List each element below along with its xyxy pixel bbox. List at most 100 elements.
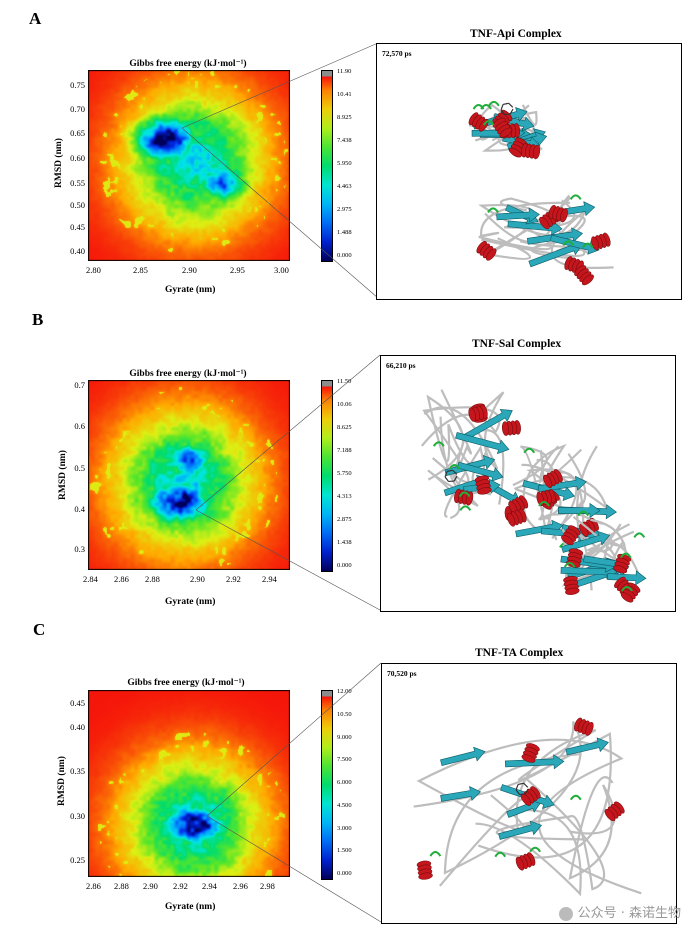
watermark-text: 公众号 · 森诺生物 <box>577 906 681 921</box>
panel-c: C Gibbs free energy (kJ·mol⁻¹) RMSD (nm)… <box>0 620 699 933</box>
colorbar-tick-label: 10.06 <box>337 401 352 408</box>
x-tick-label: 2.92 <box>173 881 188 891</box>
structure-title: TNF-Api Complex <box>470 28 562 40</box>
panel-a: A Gibbs free energy (kJ·mol⁻¹) RMSD (nm)… <box>0 0 699 310</box>
x-axis-label: Gyrate (nm) <box>165 902 216 912</box>
map-title: Gibbs free energy (kJ·mol⁻¹) <box>127 678 245 688</box>
map-title: Gibbs free energy (kJ·mol⁻¹) <box>129 59 247 69</box>
x-tick-label: 2.95 <box>230 265 245 275</box>
x-tick-label: 2.86 <box>86 881 101 891</box>
ligand-molecule <box>500 102 514 116</box>
protein-ribbons <box>468 100 614 286</box>
snapshot-time: 72,570 ps <box>382 49 412 58</box>
x-tick-label: 2.96 <box>233 881 248 891</box>
colorbar-tick-label: 4.313 <box>337 493 352 500</box>
y-tick-label: 0.5 <box>74 463 85 473</box>
colorbar-tick-label: 12.00 <box>337 688 352 695</box>
free-energy-map <box>88 690 290 877</box>
x-tick-label: 2.90 <box>190 574 205 584</box>
colorbar-tick-label: 1.500 <box>337 847 352 855</box>
colorbar <box>321 70 333 262</box>
y-axis-label: RMSD (nm) <box>58 450 68 500</box>
y-tick-label: 0.45 <box>70 698 85 708</box>
colorbar-tick-label: 7.188 <box>337 447 352 454</box>
colorbar-tick-label: 3.000 <box>337 824 352 832</box>
colorbar-tick-label: 1.488 <box>337 229 352 236</box>
panel-b: B Gibbs free energy (kJ·mol⁻¹) RMSD (nm)… <box>0 310 699 620</box>
protein-ribbons <box>413 717 642 897</box>
colorbar-tick-label: 10.41 <box>337 91 352 98</box>
colorbar-tick-label: 11.50 <box>337 378 352 385</box>
x-tick-label: 3.00 <box>274 265 289 275</box>
colorbar-tick-label: 2.875 <box>337 516 352 523</box>
x-tick-label: 2.94 <box>202 881 217 891</box>
colorbar-tick-label: 5.750 <box>337 470 352 477</box>
structure-box: 66,210 ps <box>380 355 676 612</box>
structure-title: TNF-TA Complex <box>475 647 564 659</box>
protein-structure-image <box>421 389 647 603</box>
colorbar-tick-label: 7.438 <box>337 137 352 144</box>
y-tick-label: 0.3 <box>74 544 85 554</box>
watermark: 公众号 · 森诺生物 <box>558 902 681 921</box>
structure-title: TNF-Sal Complex <box>472 338 562 350</box>
free-energy-map <box>88 70 290 261</box>
colorbar-tick-label: 1.438 <box>337 539 352 546</box>
structure-box: 70,520 ps <box>381 663 677 924</box>
x-tick-label: 2.90 <box>182 265 197 275</box>
y-tick-label: 0.30 <box>70 811 85 821</box>
colorbar-tick-label: 11.90 <box>337 68 352 75</box>
colorbar-tick-label: 0.000 <box>337 252 352 259</box>
panel-label: C <box>33 620 46 639</box>
colorbar <box>321 380 333 572</box>
y-tick-label: 0.35 <box>70 766 85 776</box>
ligand-molecule <box>515 782 529 796</box>
structure-box: 72,570 ps <box>376 43 682 300</box>
x-tick-label: 2.80 <box>86 265 101 275</box>
x-tick-label: 2.88 <box>114 881 129 891</box>
free-energy-map <box>88 380 290 570</box>
x-tick-label: 2.86 <box>114 574 129 584</box>
x-tick-label: 2.85 <box>133 265 148 275</box>
x-axis-label: Gyrate (nm) <box>165 285 216 295</box>
y-tick-label: 0.50 <box>70 200 85 210</box>
protein-structure-image <box>413 717 642 897</box>
x-tick-label: 2.98 <box>260 881 275 891</box>
y-axis-label: RMSD (nm) <box>54 138 64 188</box>
y-tick-label: 0.75 <box>70 80 85 90</box>
colorbar-tick-label: 6.000 <box>337 779 352 786</box>
y-tick-label: 0.7 <box>74 380 85 390</box>
x-tick-label: 2.92 <box>226 574 241 584</box>
y-tick-label: 0.40 <box>70 722 85 732</box>
colorbar-tick-label: 7.500 <box>337 756 352 764</box>
ligand-molecule <box>444 469 458 483</box>
colorbar-tick-label: 0.000 <box>337 870 352 877</box>
snapshot-time: 70,520 ps <box>387 669 417 678</box>
y-tick-label: 0.40 <box>70 246 85 256</box>
x-tick-label: 2.94 <box>262 574 277 584</box>
snapshot-time: 66,210 ps <box>386 361 416 370</box>
x-tick-label: 2.90 <box>143 881 158 891</box>
map-title: Gibbs free energy (kJ·mol⁻¹) <box>129 369 247 379</box>
y-tick-label: 0.60 <box>70 153 85 163</box>
panel-label: B <box>32 310 44 329</box>
colorbar-tick-label: 9.000 <box>337 733 352 741</box>
y-tick-label: 0.4 <box>74 504 85 514</box>
y-tick-label: 0.6 <box>74 421 85 431</box>
colorbar-tick-label: 4.463 <box>337 183 352 190</box>
colorbar-tick-label: 8.925 <box>337 114 352 121</box>
colorbar <box>321 690 333 880</box>
y-axis-label: RMSD (nm) <box>57 756 67 806</box>
x-tick-label: 2.88 <box>145 574 160 584</box>
colorbar-tick-label: 5.950 <box>337 160 352 167</box>
colorbar-tick-label: 4.500 <box>337 801 352 809</box>
y-tick-label: 0.70 <box>70 104 85 114</box>
x-tick-label: 2.84 <box>83 574 98 584</box>
panel-label: A <box>29 9 42 28</box>
y-tick-label: 0.25 <box>70 855 85 865</box>
colorbar-tick-label: 10.50 <box>337 710 352 718</box>
colorbar-tick-label: 2.975 <box>337 206 352 213</box>
x-axis-label: Gyrate (nm) <box>165 597 216 607</box>
y-tick-label: 0.55 <box>70 178 85 188</box>
y-tick-label: 0.65 <box>70 128 85 138</box>
protein-structure-image <box>468 100 614 286</box>
